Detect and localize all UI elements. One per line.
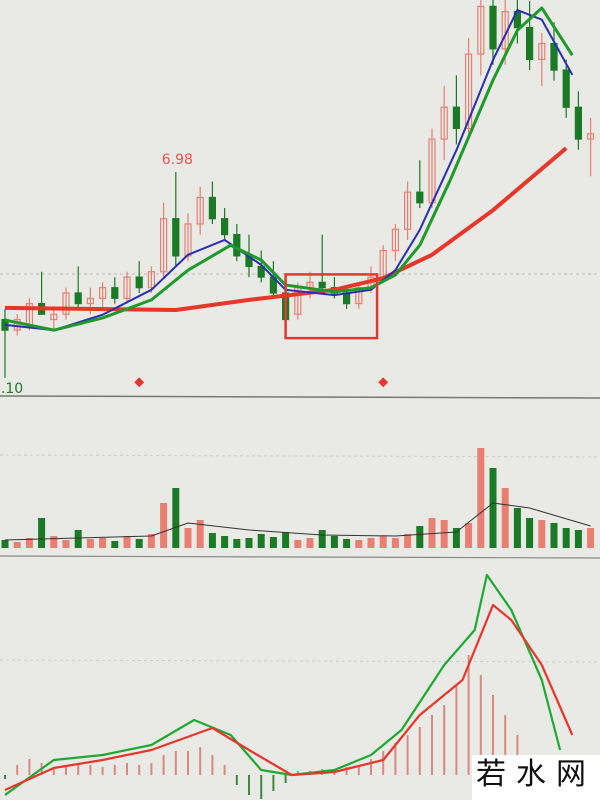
volume-bar	[343, 539, 351, 548]
volume-bar	[233, 539, 241, 548]
grid-line	[0, 659, 600, 663]
panel-divider	[0, 395, 600, 399]
macd-dif-line	[4, 573, 562, 796]
low-price-label: 3.10	[0, 381, 23, 397]
volume-ma-line	[4, 502, 591, 541]
candle-down	[416, 191, 424, 204]
volume-bar	[428, 518, 436, 548]
volume-bar	[526, 518, 534, 548]
grid-line	[0, 454, 600, 458]
volume-bar	[257, 534, 265, 548]
candle-down	[111, 287, 119, 299]
volume-bar	[416, 526, 424, 548]
volume-bar	[172, 488, 180, 548]
volume-bar	[74, 530, 82, 548]
candle-up	[391, 228, 399, 252]
candle-up	[50, 313, 58, 321]
volume-bar	[38, 518, 46, 548]
volume-bar	[513, 508, 521, 548]
candle-up	[147, 271, 155, 289]
volume-bar	[391, 538, 399, 548]
signal-marker	[134, 377, 145, 388]
volume-bar	[86, 539, 94, 548]
candle-up	[404, 191, 412, 230]
candle-down	[318, 281, 326, 289]
candle-down	[525, 27, 534, 61]
candle-up	[160, 218, 168, 273]
candle-up	[98, 287, 107, 299]
moving-average-line	[4, 6, 574, 332]
volume-bar	[379, 536, 387, 548]
watermark-logo: 若水网	[472, 755, 600, 800]
candle-up	[196, 196, 204, 225]
volume-bar	[367, 538, 375, 548]
candle-up	[586, 133, 595, 140]
candle-up	[477, 5, 485, 55]
panel-divider	[0, 555, 600, 559]
volume-bar	[50, 536, 58, 548]
high-price-label: 6.98	[162, 152, 193, 168]
volume-bar	[1, 540, 9, 548]
candle-down	[172, 218, 180, 257]
candle-down	[74, 292, 82, 305]
volume-bar	[330, 536, 338, 548]
volume-bar	[221, 536, 229, 548]
volume-bar	[294, 540, 302, 548]
candle-up	[538, 42, 546, 61]
volume-bar	[440, 520, 448, 548]
volume-bar	[574, 530, 582, 548]
volume-bar	[538, 520, 546, 548]
volume-bar	[135, 539, 143, 548]
volume-bar	[282, 532, 290, 548]
moving-average-line	[4, 146, 568, 312]
candle-down	[221, 218, 229, 236]
candle-up	[465, 53, 473, 130]
candle-down	[233, 234, 241, 257]
volume-bar	[269, 537, 277, 548]
moving-average-line	[4, 9, 574, 332]
candle-down	[452, 106, 460, 130]
candle-up	[123, 276, 131, 299]
volume-bar	[550, 523, 558, 548]
candle-down	[562, 69, 570, 108]
volume-bar	[404, 534, 412, 548]
volume-bar	[452, 528, 460, 548]
candle-up	[440, 106, 448, 140]
volume-bar	[208, 533, 216, 548]
candle-up	[62, 292, 70, 315]
highlight-box	[284, 273, 379, 340]
candle-down	[489, 5, 497, 50]
volume-bar	[355, 540, 363, 548]
candle-down	[574, 106, 583, 140]
volume-bar	[477, 448, 485, 548]
volume-bar	[111, 541, 119, 548]
volume-bar	[62, 540, 70, 548]
volume-bar	[184, 528, 192, 548]
volume-bar	[489, 468, 497, 548]
volume-bar	[160, 503, 168, 548]
volume-bar	[306, 538, 314, 548]
volume-bar	[245, 538, 253, 548]
volume-bar	[25, 538, 33, 548]
macd-dea-line	[4, 603, 574, 792]
volume-bar	[501, 488, 509, 548]
volume-bar	[465, 523, 473, 548]
watermark-text: 若水网	[476, 757, 596, 792]
candle-down	[257, 265, 265, 278]
candle-down	[208, 196, 216, 220]
candle-up	[86, 297, 95, 305]
volume-bar	[318, 530, 326, 548]
volume-bar	[562, 528, 570, 548]
volume-bar	[99, 538, 107, 548]
candle-down	[135, 276, 143, 289]
signal-marker	[378, 377, 389, 388]
volume-bar	[147, 534, 155, 548]
volume-bar	[587, 528, 595, 548]
volume-bar	[13, 542, 21, 548]
volume-bar	[123, 536, 131, 548]
volume-bar	[196, 520, 204, 548]
